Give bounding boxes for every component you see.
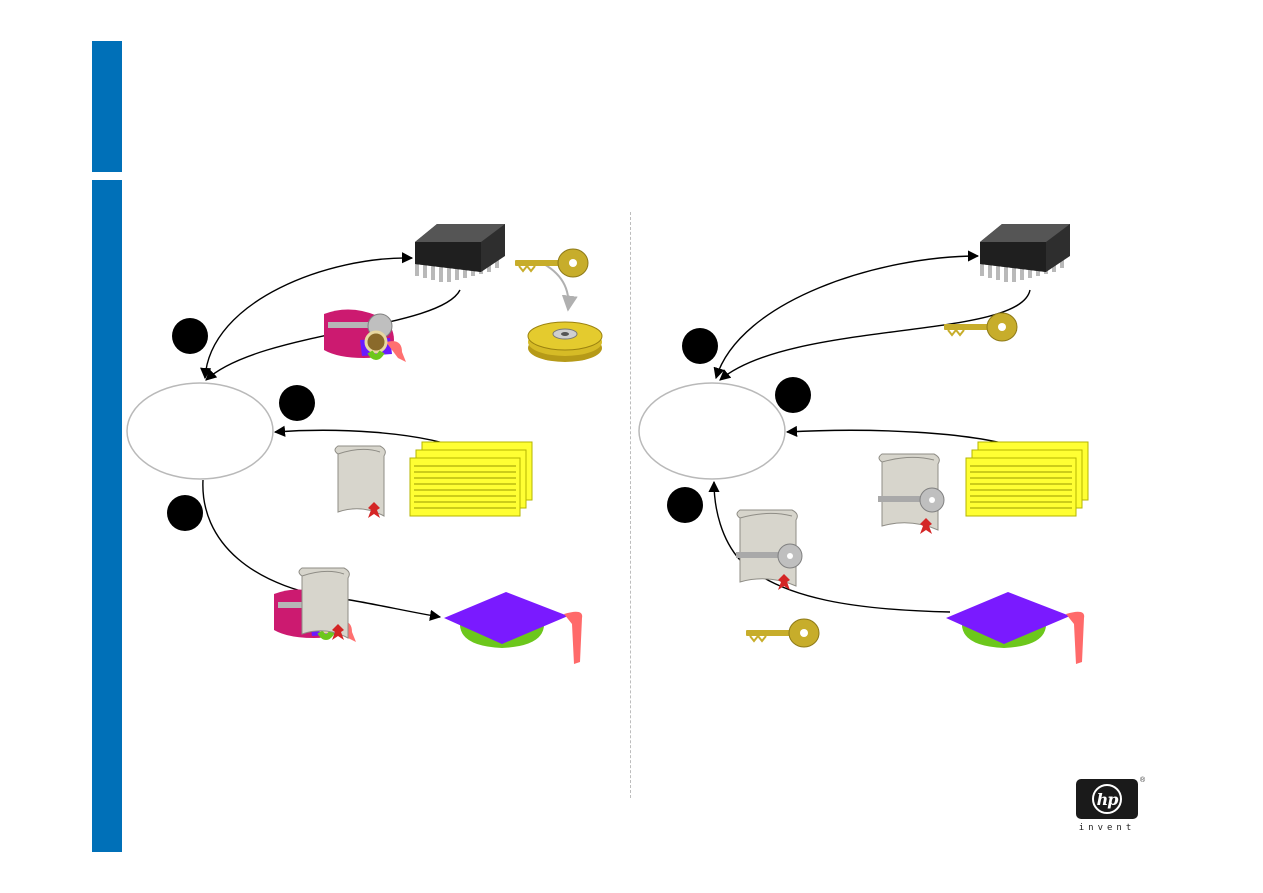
chip-icon xyxy=(980,224,1070,282)
step-marker xyxy=(667,487,703,523)
side-accent-bar xyxy=(92,180,122,852)
step-marker xyxy=(167,495,203,531)
key-icon xyxy=(745,618,820,648)
logo-mark: hp xyxy=(1092,784,1122,814)
certificate-icon xyxy=(877,453,945,535)
certificate-icon xyxy=(735,509,803,591)
arrow-node-to-chip xyxy=(713,250,980,380)
key-icon xyxy=(514,248,589,278)
title-accent-bar xyxy=(92,41,122,172)
graduation-cap-icon xyxy=(444,592,583,664)
step-marker xyxy=(279,385,315,421)
arrow-chip-to-node xyxy=(719,289,1031,381)
key-icon xyxy=(943,312,1018,342)
platform-node xyxy=(638,382,786,480)
registered-mark: ® xyxy=(1140,777,1146,784)
step-marker xyxy=(682,328,718,364)
logo-tagline: invent xyxy=(1078,823,1136,833)
left-panel xyxy=(126,224,603,664)
step-marker xyxy=(172,318,208,354)
panel-divider xyxy=(630,212,631,798)
certificate-icon xyxy=(334,445,386,519)
chip-icon xyxy=(415,224,505,282)
hp-logo: hp ® invent xyxy=(1076,777,1146,835)
document-stack-icon xyxy=(965,441,1089,517)
document-stack-icon xyxy=(409,441,533,517)
logo-box: hp xyxy=(1076,779,1138,819)
certificate-icon xyxy=(298,567,350,641)
arrow-node-to-chip xyxy=(200,252,414,380)
graduation-cap-icon xyxy=(946,592,1085,664)
disk-icon xyxy=(527,321,603,363)
platform-node xyxy=(126,382,274,480)
step-marker xyxy=(775,377,811,413)
right-panel xyxy=(638,224,1089,664)
wrapped-key-icon xyxy=(324,309,406,362)
